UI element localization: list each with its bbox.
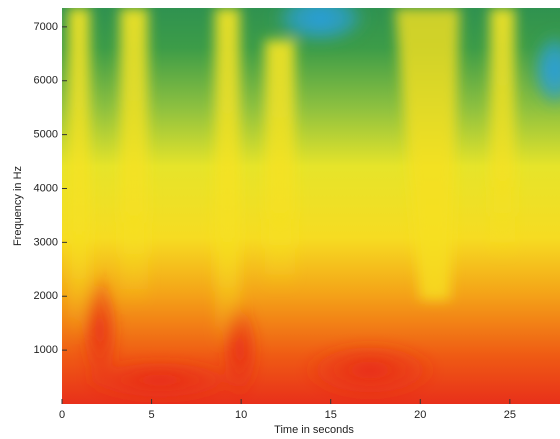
x-tick-label: 0: [59, 409, 65, 421]
x-tick-label: 5: [149, 409, 155, 421]
y-tick-label: 6000: [34, 75, 58, 87]
y-tick-label: 1000: [34, 344, 58, 356]
x-axis-label: Time in seconds: [274, 424, 354, 436]
y-tick-label: 7000: [34, 21, 58, 33]
spectrogram-image: [62, 8, 560, 404]
x-tick-label: 15: [325, 409, 337, 421]
axes: 0 5 10 15 20 25 1000 2000 3000 4000 5000 6000 7000: [34, 21, 516, 421]
x-tick-label: 25: [504, 409, 516, 421]
y-tick-label: 4000: [34, 182, 58, 194]
y-tick-label: 5000: [34, 129, 58, 141]
y-tick-label: 2000: [34, 290, 58, 302]
x-tick-label: 10: [235, 409, 247, 421]
x-tick-label: 20: [414, 409, 426, 421]
y-axis-label: Frequency in Hz: [12, 166, 24, 246]
y-tick-label: 3000: [34, 236, 58, 248]
